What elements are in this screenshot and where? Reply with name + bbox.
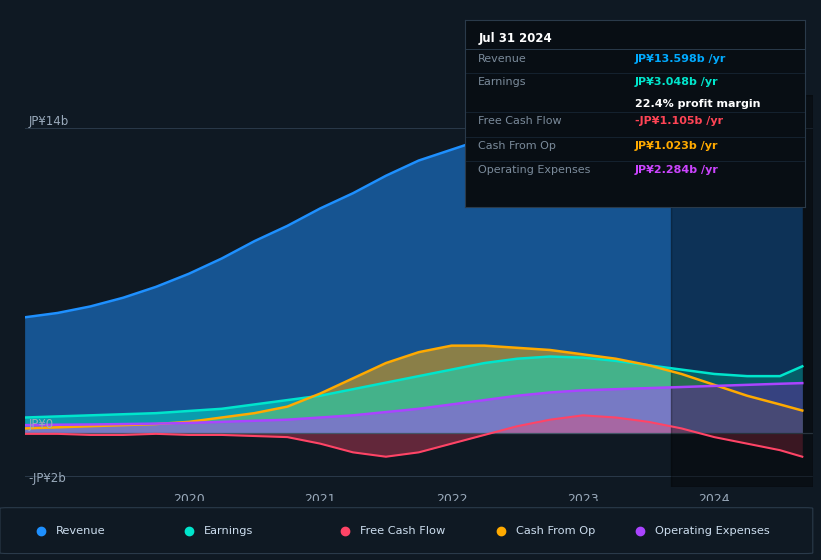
Text: Earnings: Earnings xyxy=(479,77,527,87)
Text: JP¥1.023b /yr: JP¥1.023b /yr xyxy=(635,141,718,151)
Text: 22.4% profit margin: 22.4% profit margin xyxy=(635,99,760,109)
Text: -JP¥1.105b /yr: -JP¥1.105b /yr xyxy=(635,116,723,126)
Text: Free Cash Flow: Free Cash Flow xyxy=(360,526,445,535)
Text: Cash From Op: Cash From Op xyxy=(516,526,595,535)
Text: -JP¥2b: -JP¥2b xyxy=(29,473,67,486)
Text: JP¥14b: JP¥14b xyxy=(29,115,69,128)
Text: JP¥0: JP¥0 xyxy=(29,418,53,431)
Text: Earnings: Earnings xyxy=(204,526,253,535)
Text: JP¥2.284b /yr: JP¥2.284b /yr xyxy=(635,165,719,175)
Text: Operating Expenses: Operating Expenses xyxy=(479,165,590,175)
Text: Operating Expenses: Operating Expenses xyxy=(655,526,770,535)
Text: Cash From Op: Cash From Op xyxy=(479,141,556,151)
Text: Revenue: Revenue xyxy=(56,526,105,535)
Text: Revenue: Revenue xyxy=(479,54,527,64)
Bar xyxy=(671,95,813,487)
Text: JP¥3.048b /yr: JP¥3.048b /yr xyxy=(635,77,718,87)
Text: Free Cash Flow: Free Cash Flow xyxy=(479,116,562,126)
Text: JP¥13.598b /yr: JP¥13.598b /yr xyxy=(635,54,727,64)
Text: Jul 31 2024: Jul 31 2024 xyxy=(479,32,552,45)
